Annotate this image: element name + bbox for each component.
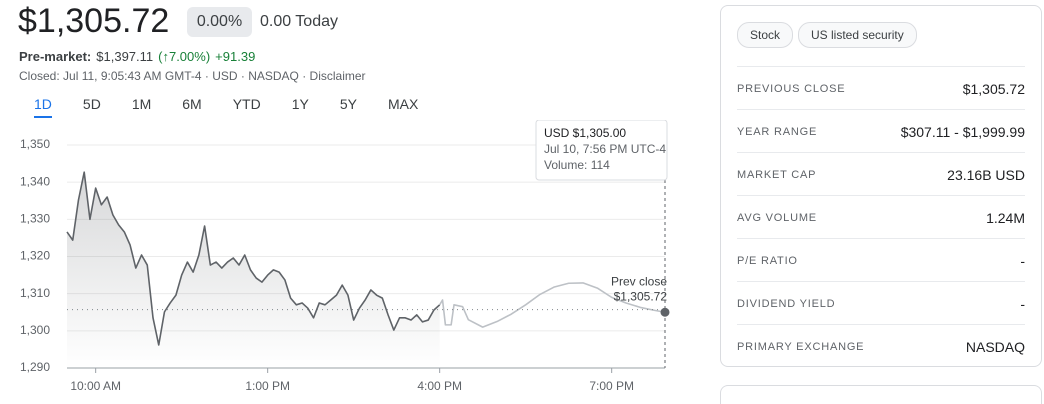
tooltip-line: USD $1,305.00	[544, 126, 626, 140]
stat-row: AVG VOLUME 1.24M	[737, 195, 1025, 239]
stat-value: -	[1020, 295, 1025, 312]
tag-chip: US listed security	[798, 22, 917, 48]
tooltip-line: Jul 10, 7:56 PM UTC-4	[544, 142, 666, 156]
x-tick-label: 1:00 PM	[245, 379, 290, 393]
premarket-label: Pre-market:	[19, 49, 92, 64]
premarket-price: $1,397.11	[96, 49, 154, 64]
premarket-change: +91.39	[215, 49, 256, 64]
area-fill	[67, 172, 440, 368]
change-percent: 0.00%	[187, 7, 252, 37]
stat-value: 1.24M	[986, 209, 1025, 226]
tooltip-line: Volume: 114	[544, 158, 610, 172]
range-tab[interactable]: 1Y	[291, 96, 309, 112]
stat-label: P/E RATIO	[737, 254, 798, 267]
range-tab[interactable]: 1M	[131, 96, 152, 112]
premarket: Pre-market: $1,397.11 (↑7.00%) +91.39	[19, 49, 260, 64]
tags: Stock US listed security	[737, 22, 917, 48]
stat-value: 23.16B USD	[947, 166, 1025, 183]
range-tab[interactable]: YTD	[232, 96, 261, 112]
closed-note: Closed: Jul 11, 9:05:43 AM GMT-4 · USD ·…	[19, 69, 366, 83]
y-tick-label: 1,340	[20, 174, 50, 188]
stat-label: YEAR RANGE	[737, 125, 818, 138]
y-tick-label: 1,300	[20, 323, 50, 337]
y-tick-label: 1,320	[20, 249, 50, 263]
y-tick-label: 1,290	[20, 360, 50, 374]
change-today: 0.00 Today	[260, 13, 338, 30]
stat-row: YEAR RANGE $307.11 - $1,999.99	[737, 109, 1025, 153]
stat-row: PREVIOUS CLOSE $1,305.72	[737, 66, 1025, 110]
range-tabs: 1D 5D 1M 6M YTD 1Y 5Y MAX	[34, 96, 418, 118]
price: $1,305.72	[18, 2, 170, 40]
stat-label: PREVIOUS CLOSE	[737, 82, 846, 95]
y-tick-label: 1,330	[20, 212, 50, 226]
stat-value: $1,305.72	[962, 80, 1025, 97]
x-tick-label: 10:00 AM	[70, 379, 121, 393]
stat-value: NASDAQ	[965, 338, 1025, 355]
hover-point	[660, 307, 670, 317]
stat-label: MARKET CAP	[737, 168, 817, 181]
tooltip-box	[535, 120, 668, 181]
y-tick-label: 1,310	[20, 286, 50, 300]
stat-value: -	[1020, 252, 1025, 269]
range-tab[interactable]: 1D	[34, 96, 52, 118]
prev-close-value: $1,305.72	[614, 290, 668, 304]
stat-label: DIVIDEND YIELD	[737, 297, 836, 310]
tag-chip: Stock	[737, 22, 794, 48]
stat-row: DIVIDEND YIELD -	[737, 281, 1025, 325]
stat-row: MARKET CAP 23.16B USD	[737, 152, 1025, 196]
y-tick-label: 1,350	[20, 137, 50, 151]
chart: 1,290 1,300 1,310 1,320 1,330 1,340 1,350 10:00…	[20, 120, 670, 393]
stat-label: PRIMARY EXCHANGE	[737, 340, 865, 353]
stats-card: Stock US listed security PREVIOUS CLOSE $1,…	[720, 5, 1042, 367]
next-card	[720, 385, 1042, 404]
range-tab[interactable]: 5D	[82, 96, 101, 112]
price-line	[66, 171, 441, 346]
range-tab[interactable]: 6M	[182, 96, 202, 112]
premarket-percent: (↑7.00%)	[158, 49, 211, 64]
range-tab[interactable]: MAX	[387, 96, 419, 112]
range-tab[interactable]: 5Y	[339, 96, 357, 112]
stat-row: P/E RATIO -	[737, 238, 1025, 282]
stat-label: AVG VOLUME	[737, 211, 817, 224]
x-tick-label: 7:00 PM	[589, 379, 634, 393]
x-tick-label: 4:00 PM	[417, 379, 462, 393]
stat-value: $307.11 - $1,999.99	[900, 123, 1025, 140]
prev-close-label: Prev close	[611, 275, 667, 289]
price-line	[438, 282, 666, 328]
stat-row: PRIMARY EXCHANGE NASDAQ	[737, 324, 1025, 368]
